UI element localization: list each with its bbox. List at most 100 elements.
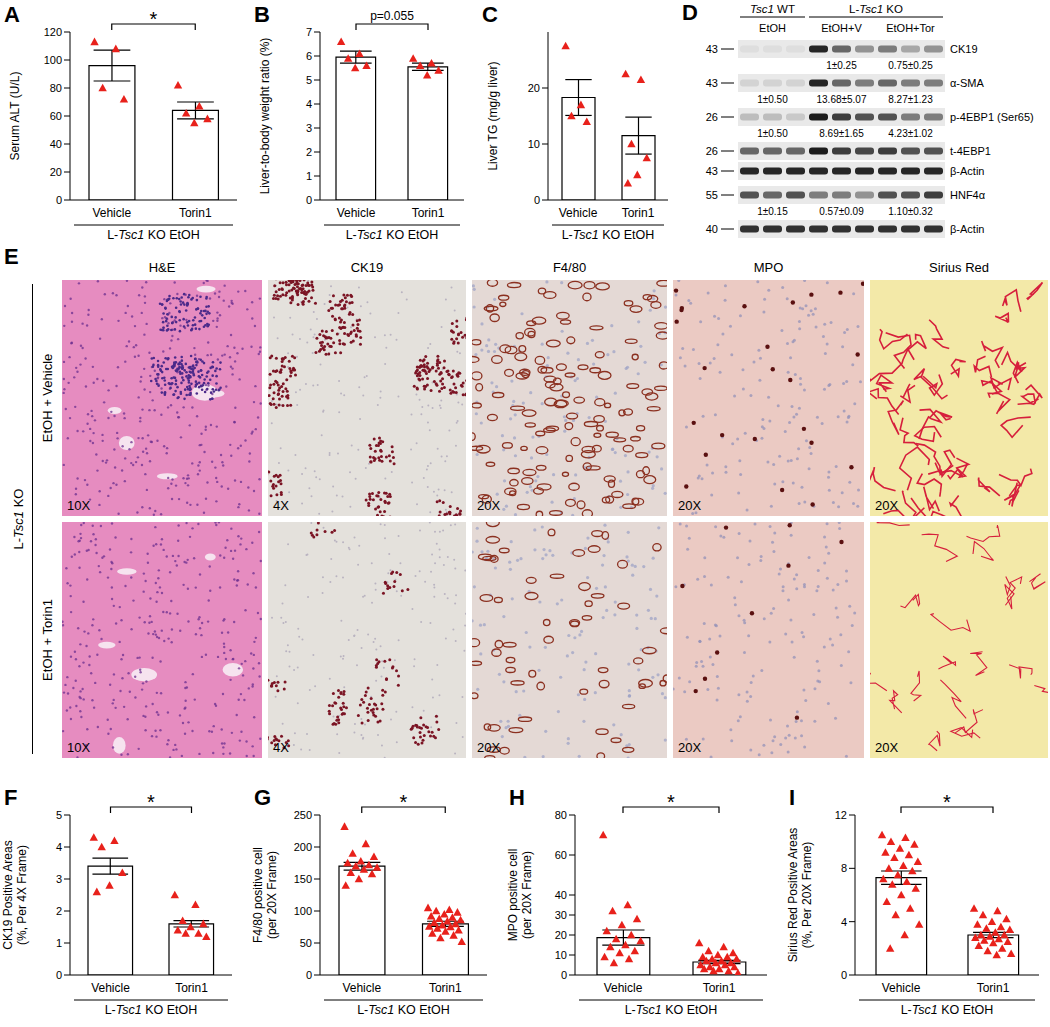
svg-text:10X: 10X xyxy=(67,498,90,513)
svg-text:8: 8 xyxy=(841,862,847,874)
svg-text:3: 3 xyxy=(56,873,62,885)
svg-text:EtOH+Tor: EtOH+Tor xyxy=(886,22,935,34)
svg-text:40: 40 xyxy=(555,889,567,901)
svg-text:1±0.50: 1±0.50 xyxy=(757,128,788,139)
svg-text:60: 60 xyxy=(50,110,62,122)
svg-text:20: 20 xyxy=(555,929,567,941)
svg-text:1: 1 xyxy=(56,937,62,949)
svg-text:1±0.50: 1±0.50 xyxy=(757,94,788,105)
svg-text:10X: 10X xyxy=(67,740,90,755)
svg-text:Torin1: Torin1 xyxy=(622,206,655,220)
svg-text:Torin1: Torin1 xyxy=(429,981,462,995)
svg-text:1.10±0.32: 1.10±0.32 xyxy=(888,206,933,217)
svg-text:120: 120 xyxy=(44,26,62,38)
svg-text:*: * xyxy=(400,791,408,813)
svg-text:50: 50 xyxy=(300,937,312,949)
svg-text:80: 80 xyxy=(50,82,62,94)
svg-text:5: 5 xyxy=(56,809,62,821)
svg-text:12: 12 xyxy=(835,809,847,821)
svg-text:55: 55 xyxy=(706,189,718,201)
svg-text:2: 2 xyxy=(306,146,312,158)
svg-text:0: 0 xyxy=(306,194,312,206)
svg-text:4: 4 xyxy=(306,98,312,110)
svg-text:0: 0 xyxy=(534,194,540,206)
svg-text:0: 0 xyxy=(306,969,312,981)
svg-text:20X: 20X xyxy=(678,498,701,513)
svg-text:0: 0 xyxy=(56,194,62,206)
svg-text:0.75±0.25: 0.75±0.25 xyxy=(888,60,933,71)
svg-text:Torin1: Torin1 xyxy=(412,206,445,220)
svg-text:43: 43 xyxy=(706,77,718,89)
svg-text:Torin1: Torin1 xyxy=(703,981,736,995)
svg-text:Vehicle: Vehicle xyxy=(91,981,130,995)
svg-text:1±0.25: 1±0.25 xyxy=(826,60,857,71)
svg-text:Tsc1 WT: Tsc1 WT xyxy=(750,3,795,15)
svg-text:4.23±1.02: 4.23±1.02 xyxy=(888,128,933,139)
svg-text:p-4EBP1 (Ser65): p-4EBP1 (Ser65) xyxy=(950,111,1034,123)
svg-text:1±0.15: 1±0.15 xyxy=(757,206,788,217)
svg-text:20X: 20X xyxy=(477,740,500,755)
svg-text:3: 3 xyxy=(306,122,312,134)
svg-text:5: 5 xyxy=(306,74,312,86)
svg-text:2: 2 xyxy=(56,905,62,917)
svg-text:0: 0 xyxy=(56,969,62,981)
svg-text:p=0.055: p=0.055 xyxy=(370,9,414,23)
svg-text:α-SMA: α-SMA xyxy=(950,77,985,89)
svg-text:20: 20 xyxy=(528,82,540,94)
svg-text:100: 100 xyxy=(294,905,312,917)
svg-text:β-Actin: β-Actin xyxy=(950,223,984,235)
svg-text:20X: 20X xyxy=(678,740,701,755)
svg-text:0: 0 xyxy=(841,969,847,981)
svg-text:20X: 20X xyxy=(875,498,898,513)
svg-text:Vehicle: Vehicle xyxy=(559,206,598,220)
svg-text:4X: 4X xyxy=(273,498,289,513)
svg-text:150: 150 xyxy=(294,873,312,885)
svg-text:250: 250 xyxy=(294,809,312,821)
svg-text:t-4EBP1: t-4EBP1 xyxy=(950,145,991,157)
svg-text:43: 43 xyxy=(706,165,718,177)
svg-text:4: 4 xyxy=(56,841,62,853)
svg-text:Vehicle: Vehicle xyxy=(337,206,376,220)
svg-text:Vehicle: Vehicle xyxy=(342,981,381,995)
svg-text:10: 10 xyxy=(528,138,540,150)
svg-text:43: 43 xyxy=(706,43,718,55)
svg-text:4X: 4X xyxy=(273,740,289,755)
svg-text:13.68±5.07: 13.68±5.07 xyxy=(817,94,867,105)
svg-text:60: 60 xyxy=(555,849,567,861)
svg-text:26: 26 xyxy=(706,111,718,123)
svg-text:*: * xyxy=(150,8,158,30)
svg-text:40: 40 xyxy=(50,138,62,150)
svg-text:20X: 20X xyxy=(477,498,500,513)
svg-text:CK19: CK19 xyxy=(950,43,978,55)
svg-text:HNF4α: HNF4α xyxy=(950,189,986,201)
svg-text:0.57±0.09: 0.57±0.09 xyxy=(819,206,864,217)
svg-text:1: 1 xyxy=(306,170,312,182)
svg-text:0: 0 xyxy=(561,969,567,981)
svg-text:20X: 20X xyxy=(875,740,898,755)
svg-text:200: 200 xyxy=(294,841,312,853)
svg-text:Vehicle: Vehicle xyxy=(882,981,921,995)
svg-text:β-Actin: β-Actin xyxy=(950,165,984,177)
svg-text:*: * xyxy=(943,791,951,813)
svg-text:26: 26 xyxy=(706,145,718,157)
svg-text:30: 30 xyxy=(555,909,567,921)
svg-text:Torin1: Torin1 xyxy=(977,981,1010,995)
svg-text:Torin1: Torin1 xyxy=(179,206,212,220)
svg-text:6: 6 xyxy=(306,50,312,62)
svg-text:20: 20 xyxy=(50,166,62,178)
svg-text:100: 100 xyxy=(44,54,62,66)
svg-text:10: 10 xyxy=(555,949,567,961)
svg-text:*: * xyxy=(147,791,155,813)
svg-text:Vehicle: Vehicle xyxy=(92,206,131,220)
svg-text:Vehicle: Vehicle xyxy=(604,981,643,995)
svg-text:EtOH+V: EtOH+V xyxy=(821,22,862,34)
svg-text:EtOH: EtOH xyxy=(759,22,786,34)
svg-text:7: 7 xyxy=(306,26,312,38)
svg-text:80: 80 xyxy=(555,809,567,821)
svg-text:8.27±1.23: 8.27±1.23 xyxy=(888,94,933,105)
svg-text:8.69±1.65: 8.69±1.65 xyxy=(819,128,864,139)
svg-text:*: * xyxy=(667,791,675,813)
svg-text:40: 40 xyxy=(706,223,718,235)
svg-text:L-Tsc1 KO: L-Tsc1 KO xyxy=(849,3,903,15)
svg-text:4: 4 xyxy=(841,916,847,928)
